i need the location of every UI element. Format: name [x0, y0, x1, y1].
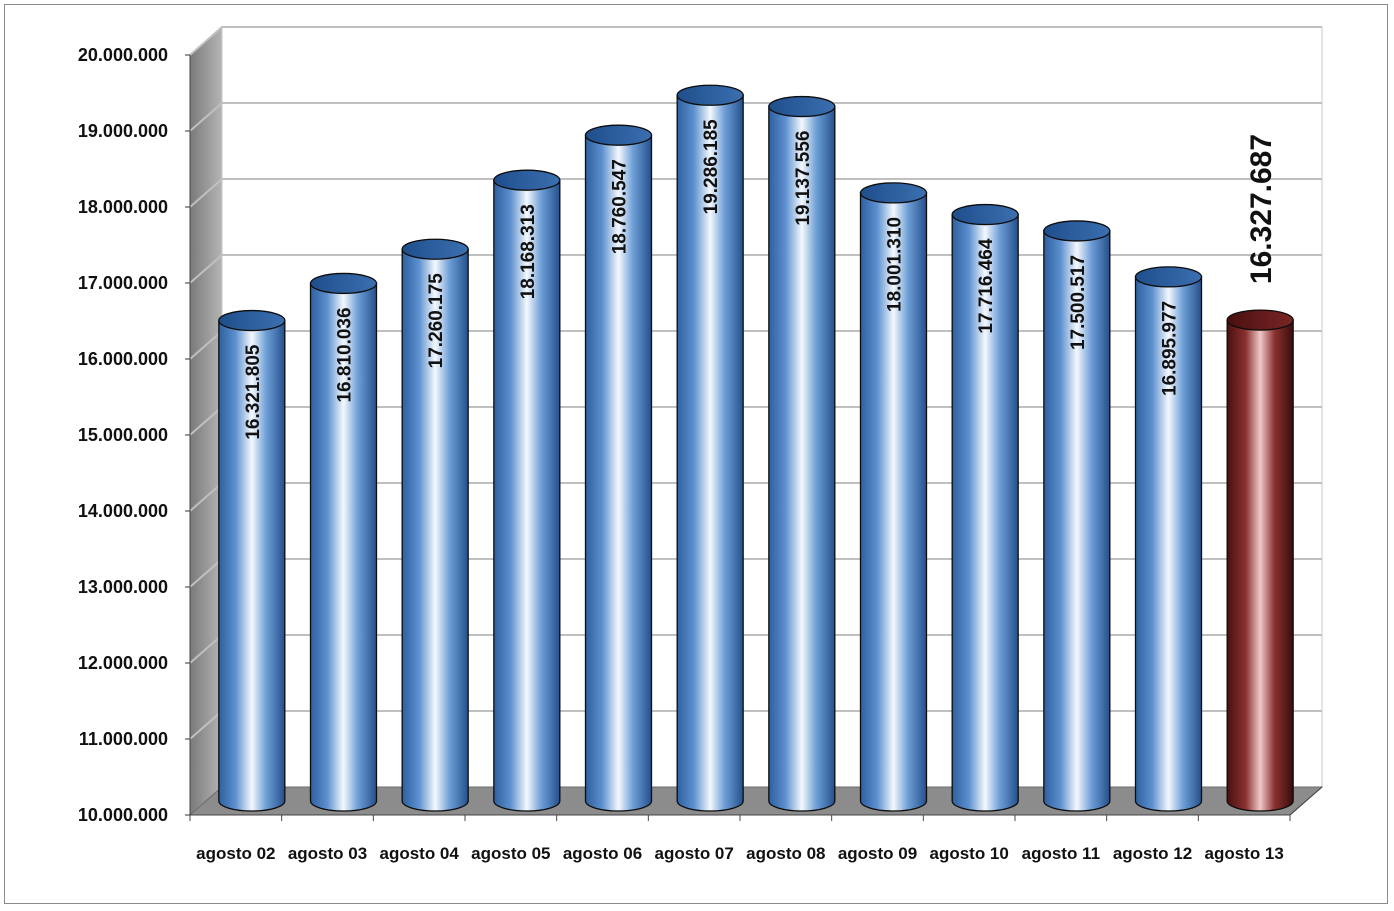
bar: [859, 182, 928, 812]
grid-line: [189, 102, 1322, 132]
bar-body: [309, 282, 378, 812]
y-tick-label: 17.000.000: [78, 273, 168, 293]
y-tick-label: 19.000.000: [78, 121, 168, 141]
y-tick-label: 14.000.000: [78, 501, 168, 521]
bar-body: [951, 213, 1019, 812]
x-tick-label: agosto 06: [563, 844, 642, 863]
data-label: 17.716.464: [976, 238, 997, 334]
y-tick-label: 15.000.000: [78, 425, 168, 445]
y-tick-label: 20.000.000: [78, 45, 168, 65]
data-label: 17.500.517: [1068, 255, 1089, 350]
bar-body: [859, 192, 928, 812]
bar-top: [493, 169, 561, 191]
data-label: 18.168.313: [518, 204, 539, 299]
bar-top: [309, 272, 378, 295]
bar: [218, 309, 286, 812]
x-tick-label: agosto 10: [929, 844, 1008, 863]
bar: [1134, 266, 1203, 812]
x-tick-label: agosto 04: [379, 844, 459, 863]
bar-body: [1134, 276, 1203, 812]
bar: [768, 95, 836, 812]
bar-body: [768, 105, 836, 812]
bar: [951, 203, 1019, 812]
y-tick-label: 12.000.000: [78, 653, 168, 673]
data-label: 18.760.547: [610, 159, 631, 254]
bar-body: [584, 134, 653, 812]
bar-body: [218, 319, 286, 812]
bar-body: [1043, 230, 1111, 812]
bar-body: [493, 179, 561, 812]
bar-top: [1226, 309, 1294, 331]
data-label: 19.286.185: [701, 119, 722, 215]
y-tick-label: 16.000.000: [78, 349, 168, 369]
bar: [584, 124, 653, 812]
bar-top: [676, 84, 744, 106]
bar: [676, 84, 744, 812]
bar-top: [859, 182, 928, 204]
bar-top: [768, 95, 836, 118]
bar: [1226, 309, 1294, 812]
data-label: 16.327.687: [1245, 134, 1278, 284]
bar: [1043, 220, 1111, 812]
bar-body: [1226, 319, 1294, 812]
x-tick-label: agosto 11: [1022, 844, 1100, 863]
bar-top: [1134, 266, 1203, 288]
bar-body: [676, 94, 744, 812]
grid-line: [189, 26, 1322, 56]
bar-top: [584, 124, 653, 146]
x-tick-label: agosto 07: [654, 844, 733, 863]
x-tick-label: agosto 08: [746, 844, 825, 863]
bar: [493, 169, 561, 812]
bar-top: [401, 238, 469, 260]
bar: [309, 272, 378, 812]
data-label: 17.260.175: [426, 273, 447, 369]
x-tick-label: agosto 09: [838, 844, 917, 863]
bar: [401, 238, 469, 812]
data-label: 16.321.805: [243, 344, 264, 440]
y-tick-label: 10.000.000: [78, 805, 168, 825]
x-tick-label: agosto 05: [471, 844, 550, 863]
bar-top: [1043, 220, 1111, 242]
bar-top: [218, 309, 286, 332]
x-tick-label: agosto 12: [1113, 844, 1192, 863]
data-label: 18.001.310: [885, 217, 906, 312]
x-tick-label: agosto 13: [1204, 844, 1283, 863]
y-tick-label: 11.000.000: [79, 729, 168, 749]
x-tick-label: agosto 02: [196, 844, 275, 863]
x-tick-label: agosto 03: [288, 844, 367, 863]
bar-top: [951, 203, 1019, 226]
x-axis-depth-line: [1289, 786, 1323, 816]
y-tick-label: 18.000.000: [78, 197, 168, 217]
grid-line: [189, 178, 1322, 208]
data-label: 16.895.977: [1160, 301, 1181, 396]
data-label: 19.137.556: [793, 131, 814, 226]
y-tick-label: 13.000.000: [78, 577, 168, 597]
data-label: 16.810.036: [335, 307, 356, 402]
bar-body: [401, 248, 469, 812]
